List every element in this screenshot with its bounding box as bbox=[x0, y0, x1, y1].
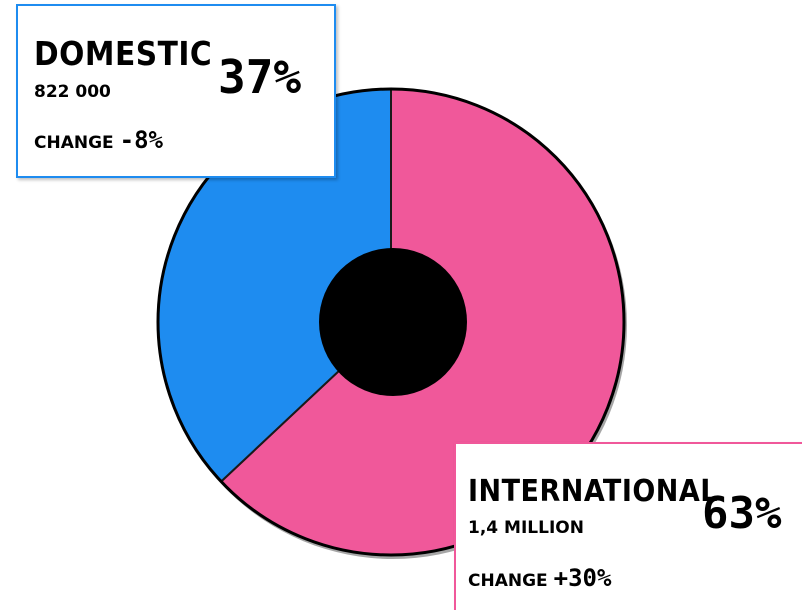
domestic-callout: Domestic 37% 822 000 CHANGE -8% bbox=[16, 4, 336, 178]
domestic-percent: 37% bbox=[218, 50, 302, 104]
domestic-label: Domestic bbox=[34, 34, 213, 73]
domestic-change-row: CHANGE -8% bbox=[34, 126, 163, 154]
international-change-label: CHANGE bbox=[468, 571, 548, 591]
domestic-change-value: -8% bbox=[119, 126, 164, 154]
domestic-change-label: CHANGE bbox=[34, 133, 114, 153]
domestic-count: 822 000 bbox=[34, 82, 111, 102]
international-change-value: +30% bbox=[553, 564, 612, 592]
pie-outline bbox=[156, 87, 626, 557]
international-change-row: CHANGE +30% bbox=[468, 564, 611, 592]
international-label: International bbox=[468, 474, 718, 509]
international-callout: International 63% 1,4 MILLION CHANGE +30% bbox=[454, 442, 802, 610]
international-count: 1,4 MILLION bbox=[468, 518, 584, 538]
donut-hole bbox=[319, 248, 467, 396]
international-percent: 63% bbox=[702, 488, 782, 539]
